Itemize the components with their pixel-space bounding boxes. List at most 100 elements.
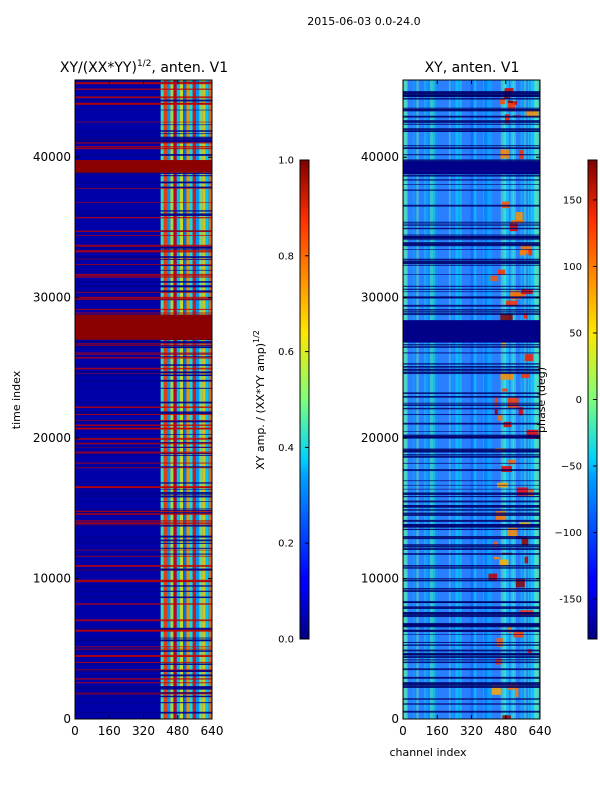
right-colorbar-label: phase (deg): [535, 367, 548, 433]
right-heatmap-row: [403, 641, 540, 643]
left-heatmap-row: [75, 629, 212, 632]
right-heatmap-row: [403, 523, 540, 526]
left-heatmap-row: [75, 387, 212, 389]
right-heatmap-row: [403, 115, 540, 118]
right-heatmap-row: [403, 264, 540, 266]
right-heatmap-row: [403, 296, 540, 299]
left-heatmap-row: [75, 510, 212, 513]
left-heatmap-row: [75, 246, 212, 249]
left-heatmap-row: [75, 346, 212, 349]
left-heatmap-row: [75, 424, 212, 427]
right-heatmap-channel-column: [434, 80, 436, 719]
right-heatmap-row: [403, 122, 540, 124]
right-heatmap-channel-column: [537, 80, 540, 719]
left-heatmap-row: [75, 427, 212, 430]
right-heatmap-row: [403, 553, 540, 555]
left-heatmap-row: [75, 374, 212, 377]
right-heatmap-row: [403, 606, 540, 608]
right-heatmap-row: [403, 313, 540, 315]
right-heatmap-row: [403, 480, 540, 482]
right-heatmap-channel-column: [429, 80, 435, 719]
left-heatmap-row: [75, 406, 212, 409]
left-heatmap-row: [75, 547, 212, 549]
left-heatmap-channel-column: [160, 80, 164, 719]
left-heatmap-row: [75, 482, 212, 484]
right-heatmap-channel-column: [521, 80, 527, 719]
right-heatmap-row: [403, 656, 540, 659]
right-heatmap-row: [403, 525, 540, 528]
right-ytick-label: 0: [391, 712, 399, 726]
left-heatmap-row: [75, 663, 212, 665]
right-heatmap-channel-column: [425, 80, 432, 719]
left-heatmap-row: [75, 501, 212, 502]
right-heatmap-row: [403, 260, 540, 262]
right-heatmap-patch: [491, 685, 501, 695]
right-heatmap-row: [403, 288, 540, 290]
right-heatmap-row: [403, 590, 540, 592]
right-heatmap-row: [403, 262, 540, 264]
right-heatmap-row: [403, 261, 540, 264]
right-heatmap-channel-column: [460, 80, 462, 719]
left-heatmap-row: [75, 312, 212, 314]
left-heatmap-row: [75, 462, 212, 464]
right-xtick-label: 0: [399, 724, 407, 738]
left-heatmap-row: [75, 580, 212, 583]
right-heatmap-patch: [515, 578, 525, 588]
right-heatmap-channel-column: [533, 80, 539, 719]
right-heatmap-dark-band: [403, 161, 540, 175]
left-heatmap-row: [75, 692, 212, 694]
left-cb-tick-label: 0.6: [278, 347, 294, 358]
left-heatmap-row: [75, 342, 212, 344]
right-heatmap-channel-column: [451, 80, 454, 719]
right-heatmap-row: [403, 668, 540, 671]
left-heatmap-row: [75, 244, 212, 247]
left-heatmap-row: [75, 269, 212, 271]
right-heatmap-channel-column: [520, 80, 523, 719]
left-heatmap-row: [75, 250, 212, 253]
right-heatmap-row: [403, 548, 540, 550]
left-heatmap-row: [75, 187, 212, 189]
right-panel: XY, anten. V1 0 160 320 480 640 0 10000 20000 30…: [361, 60, 552, 759]
left-cb-tick-label: 0.8: [278, 251, 294, 262]
left-heatmap-row: [75, 230, 212, 232]
left-heatmap-row: [75, 265, 212, 267]
right-heatmap-row: [403, 366, 540, 368]
right-heatmap-patch: [505, 300, 518, 307]
left-heatmap-row: [75, 512, 212, 514]
right-heatmap-row: [403, 624, 540, 627]
left-heatmap-row: [75, 130, 212, 132]
right-heatmap-row: [403, 544, 540, 546]
left-heatmap-row: [75, 186, 212, 189]
right-heatmap-channel-column: [474, 80, 477, 719]
right-heatmap-channel-column: [432, 80, 438, 719]
right-heatmap-row: [403, 607, 540, 609]
left-heatmap-row: [75, 210, 212, 212]
left-xtick-label: 0: [71, 724, 79, 738]
left-heatmap-row: [75, 273, 212, 276]
right-heatmap-channel-column: [429, 80, 434, 719]
left-heatmap-row: [75, 661, 212, 663]
left-colorbar-gradient: [299, 159, 310, 640]
right-heatmap-row: [403, 488, 540, 490]
right-heatmap-patch: [490, 275, 499, 282]
left-heatmap-row: [75, 344, 212, 346]
right-heatmap-channel-column: [403, 80, 408, 719]
right-heatmap-row: [403, 448, 540, 451]
left-heatmap-row: [75, 285, 212, 288]
right-heatmap-row: [403, 204, 540, 207]
right-heatmap-row: [403, 431, 540, 432]
right-heatmap-patch: [500, 373, 514, 380]
left-title-main: XY/(XX*YY): [60, 60, 137, 76]
left-heatmap-row: [75, 213, 212, 216]
right-heatmap-channel-column: [530, 80, 537, 719]
left-heatmap-saturated-band: [75, 314, 212, 340]
left-heatmap-row: [75, 702, 212, 704]
left-heatmap-row: [75, 711, 212, 714]
right-heatmap-row: [403, 346, 540, 348]
left-cb-label-main: XY amp. / (XX*YY amp): [254, 343, 267, 470]
right-heatmap-row: [403, 309, 540, 311]
left-heatmap-row: [75, 491, 212, 494]
left-heatmap-channel-column: [173, 80, 177, 719]
left-cb-tick-label: 0.0: [278, 635, 294, 646]
right-heatmap-row: [403, 154, 540, 156]
